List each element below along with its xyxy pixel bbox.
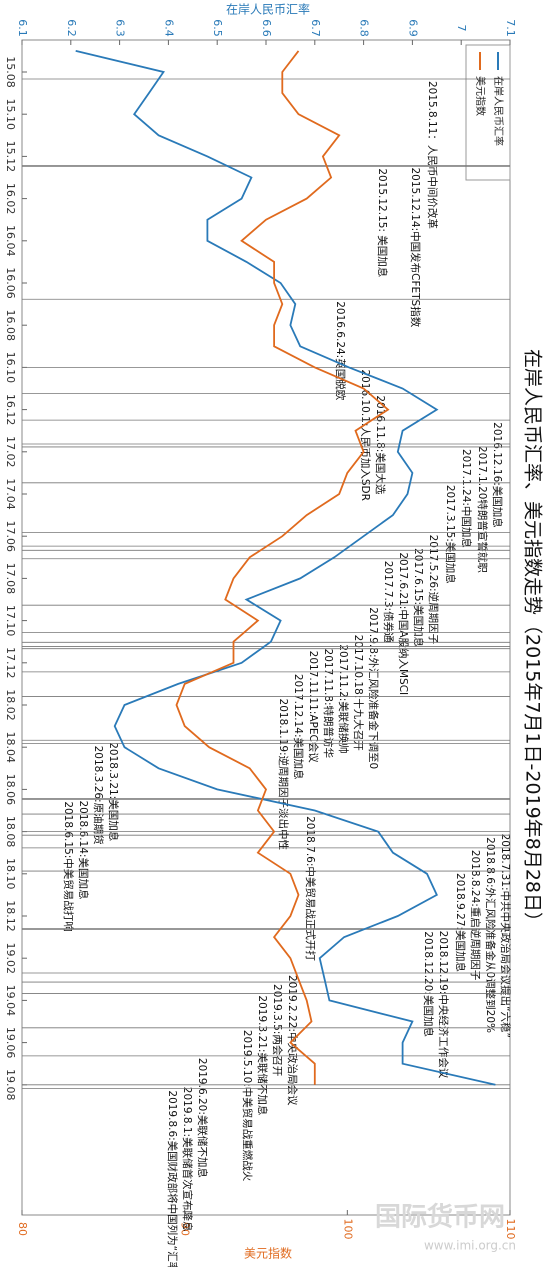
event-label: 2015.8.11：人民币中间价改革 (426, 81, 439, 229)
x-tick-label: 16.12 (4, 394, 17, 426)
x-tick-label: 17.04 (4, 478, 17, 510)
y2-tick-label: 110 (504, 1219, 517, 1240)
event-label: 2018.12.20:美国加息 (422, 931, 435, 1037)
x-tick-label: 18.12 (4, 900, 17, 932)
x-tick-label: 18.02 (4, 689, 17, 721)
y-tick-label: 6.8 (358, 19, 371, 37)
x-tick-label: 16.04 (4, 225, 17, 256)
y-tick-label: 6.6 (260, 19, 273, 37)
event-label: 2017.9.8:外汇风险准备金下调至0 (367, 607, 380, 769)
y-tick-label: 6.1 (16, 19, 29, 37)
y-tick-label: 6.9 (406, 19, 419, 37)
event-label: 2019.8.1:美联储首次宣布降息 (181, 1087, 194, 1232)
y2-tick-label: 90 (179, 1222, 192, 1236)
event-label: 2017.3.15:美国加息 (444, 485, 457, 584)
event-label: 2017.12.14:美国加息 (292, 674, 305, 780)
event-label: 2017.5.26:逆周期因子 (427, 535, 440, 644)
event-label: 2017.11.2:美联储换帅 (337, 644, 350, 753)
y-tick-label: 6.5 (211, 19, 224, 37)
y-tick-label: 6.7 (309, 19, 322, 37)
series-line (75, 50, 496, 1086)
watermark: 国际货币网 (375, 1202, 505, 1233)
event-label: 2019.8.6:美国财政部将中国列为“汇率操纵国” (166, 1090, 179, 1267)
y-tick-label: 6.3 (114, 19, 127, 37)
x-tick-label: 18.10 (4, 858, 17, 890)
y-tick-label: 7 (455, 25, 468, 32)
event-label: 2018.7.6:中美贸易战正式开打 (304, 816, 317, 961)
chart-title: 在岸人民币汇率、美元指数走势（2015年7月1日-2019年8月28日） (522, 349, 544, 931)
event-label: 2019.6.20:美联储不加息 (196, 1058, 209, 1178)
event-label: 2017.10.18:十九大召开 (352, 635, 365, 751)
x-tick-label: 16.08 (4, 309, 17, 341)
y-axis-title: 在岸人民币汇率 (226, 2, 310, 17)
event-label: 2017.7.3:债券通 (382, 561, 395, 643)
legend-label: 在岸人民币汇率 (492, 76, 505, 146)
event-label: 2017.11.8:特朗普访华 (322, 649, 335, 758)
event-label: 2017.1.20特朗普宣誓就职 (476, 446, 489, 573)
x-tick-label: 15.08 (4, 56, 17, 88)
x-tick-label: 19.06 (4, 1027, 17, 1059)
y2-tick-label: 100 (341, 1219, 354, 1240)
watermark-url: www.imi.org.cn (424, 1239, 516, 1253)
x-tick-label: 18.06 (4, 774, 17, 806)
x-tick-label: 18.04 (4, 731, 17, 763)
x-tick-label: 17.08 (4, 563, 17, 595)
event-label: 2018.6.15:中美贸易战打响 (62, 801, 75, 931)
event-label: 2017.6.15:美国加息 (412, 548, 425, 647)
y2-axis-title: 美元指数 (244, 1246, 292, 1261)
event-label: 2018.8.24:重启逆周期因子 (469, 850, 482, 980)
event-label: 2019.3.5:两会召开 (271, 984, 284, 1076)
y-tick-label: 6.2 (65, 19, 78, 37)
x-tick-label: 15.10 (4, 98, 17, 130)
event-label: 2019.5.10:中美贸易战重燃战火 (241, 1030, 254, 1182)
x-tick-label: 17.06 (4, 520, 17, 552)
x-tick-label: 16.10 (4, 352, 17, 384)
x-tick-label: 19.02 (4, 942, 17, 974)
event-label: 2017.1.24:中国加息 (460, 449, 473, 548)
event-label: 2016.10.1:人民币加入SDR (359, 369, 371, 501)
event-label: 2018.8.6:外汇风险准备金从0调整到20% (484, 837, 497, 1033)
y2-tick-label: 80 (16, 1222, 29, 1236)
x-tick-label: 17.02 (4, 436, 17, 468)
event-label: 2017.11.11:APEC会议 (307, 651, 320, 764)
x-tick-label: 18.08 (4, 816, 17, 848)
y-tick-label: 6.4 (162, 19, 175, 37)
x-tick-label: 15.12 (4, 141, 17, 173)
x-tick-label: 19.04 (4, 985, 17, 1017)
x-tick-label: 19.08 (4, 1069, 17, 1101)
series-line (175, 50, 390, 1085)
event-label: 2018.3.21:美国加息 (107, 742, 120, 841)
event-label: 2018.6.14:美国加息 (77, 800, 90, 899)
x-tick-label: 16.06 (4, 267, 17, 299)
event-label: 2015.12.15: 美国加息 (376, 168, 389, 277)
event-label: 2015.12.14:中国发布CFETS指数 (409, 167, 422, 327)
event-label: 2018.9.27:美国加息 (454, 873, 467, 972)
y-tick-label: 7.1 (504, 19, 517, 37)
event-label: 2019.3.21:美联储不加息 (256, 995, 269, 1115)
x-tick-label: 17.10 (4, 605, 17, 637)
event-label: 2018.7.31:中共中央政治局会议提出“六稳” (499, 834, 512, 1038)
legend-label: 美元指数 (474, 76, 487, 116)
event-label: 2017.6.21:中国A股纳入MSCI (397, 552, 410, 695)
event-label: 2018.1.19:逆周期因子淡出中性 (277, 699, 290, 850)
event-label: 2016.6.24:英国脱欧 (334, 301, 347, 400)
x-tick-label: 17.12 (4, 647, 17, 679)
event-label: 2016.12.16:美国加息 (491, 422, 504, 528)
legend-box (465, 44, 511, 181)
event-label: 2016.11.8:美国大选 (374, 395, 387, 494)
event-label: 2018.12.19:中央经济工作会议 (437, 931, 450, 1079)
event-label: 2018.3.26:原油期货 (92, 746, 105, 845)
x-tick-label: 16.02 (4, 183, 17, 215)
